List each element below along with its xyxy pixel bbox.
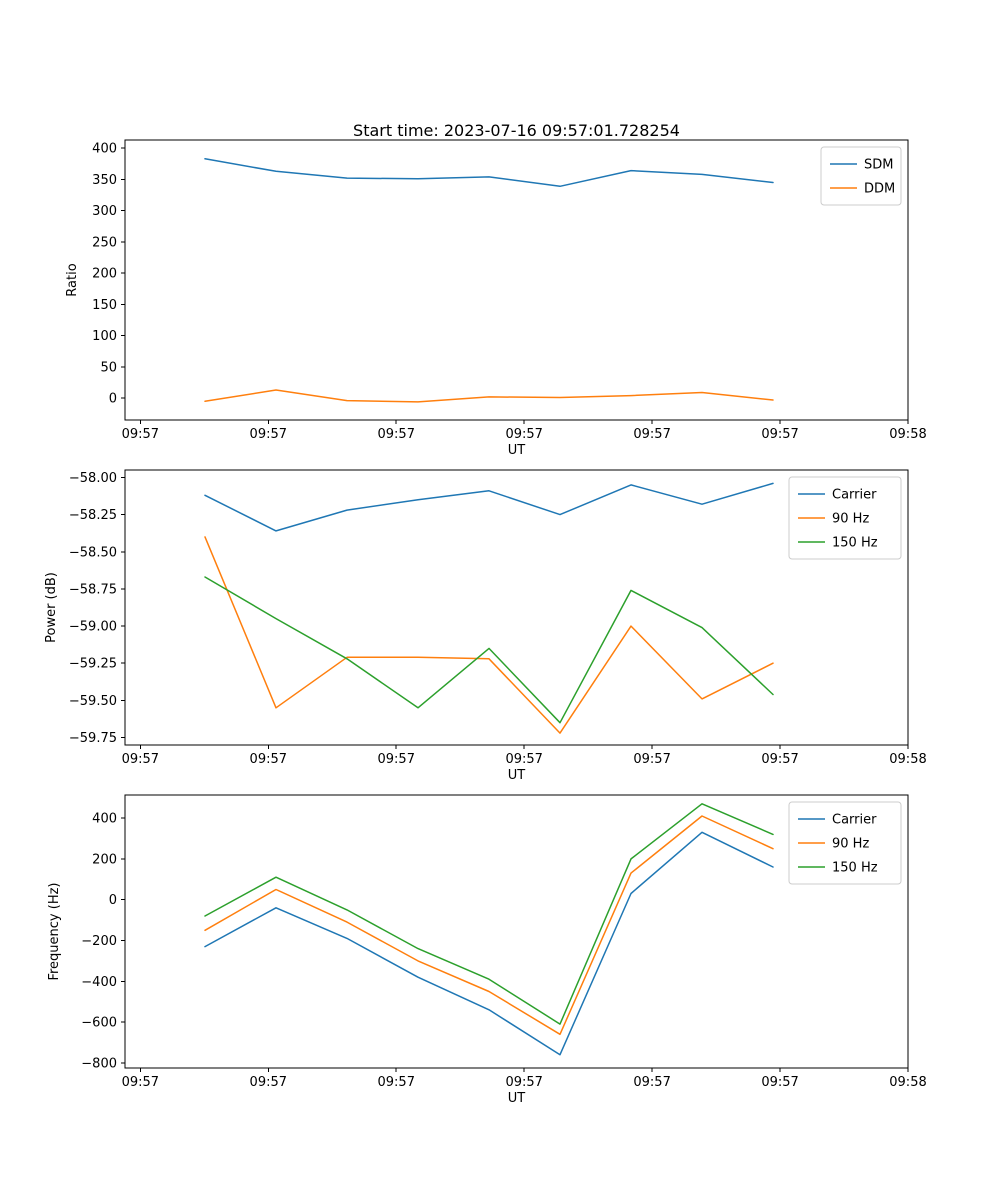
y-tick-label: −400 — [81, 975, 117, 990]
legend-box — [820, 146, 902, 206]
x-tick-label: 09:57 — [378, 427, 415, 442]
y-axis-label: Frequency (Hz) — [47, 882, 62, 980]
y-tick-label: −59.50 — [69, 694, 117, 709]
x-tick-label: 09:57 — [122, 427, 159, 442]
y-tick-label: 150 — [92, 298, 117, 313]
y-tick-label: 300 — [92, 204, 117, 219]
legend-label: 90 Hz — [832, 837, 869, 852]
y-tick-label: 0 — [109, 893, 117, 908]
x-tick-label: 09:57 — [378, 752, 415, 767]
y-axis-label: Ratio — [65, 263, 80, 296]
series-line-sdm — [204, 158, 774, 188]
legend-label: Carrier — [832, 813, 877, 828]
legend-label: 150 Hz — [832, 861, 878, 876]
series-line-ddm — [204, 389, 774, 403]
y-tick-label: −59.00 — [69, 620, 117, 635]
y-tick-label: 200 — [92, 852, 117, 867]
y-tick-label: 400 — [92, 812, 117, 827]
x-tick-label: 09:57 — [122, 1075, 159, 1090]
x-tick-label: 09:57 — [122, 752, 159, 767]
axes-frame — [124, 469, 909, 746]
series-line-carrier — [204, 831, 774, 1056]
x-tick-label: 09:57 — [761, 752, 798, 767]
x-tick-label: 09:58 — [889, 752, 926, 767]
x-tick-label: 09:57 — [505, 427, 542, 442]
x-tick-label: 09:58 — [889, 1075, 926, 1090]
y-tick-label: 200 — [92, 267, 117, 282]
x-tick-label: 09:57 — [633, 427, 670, 442]
legend-label: 150 Hz — [832, 536, 878, 551]
y-tick-label: 100 — [92, 329, 117, 344]
series-line-90-hz — [204, 536, 774, 734]
power-chart-canvas: 09:57 09:57 09:57 09:57 09:57 09:57 09:58 −59.7… — [44, 469, 927, 783]
x-tick-label: 09:57 — [761, 427, 798, 442]
y-tick-label: −200 — [81, 934, 117, 949]
y-tick-label: 50 — [100, 360, 117, 375]
y-tick-label: −58.75 — [69, 582, 117, 597]
frequency-chart: 09:57 09:57 09:57 09:57 09:57 09:57 09:58 −800 −… — [0, 765, 1000, 1140]
legend-label: Carrier — [832, 488, 877, 503]
x-tick-label: 09:57 — [633, 752, 670, 767]
axes-frame — [124, 794, 909, 1069]
x-tick-label: 09:57 — [378, 1075, 415, 1090]
x-tick-label: 09:57 — [761, 1075, 798, 1090]
y-tick-label: −58.50 — [69, 545, 117, 560]
x-tick-label: 09:57 — [250, 427, 287, 442]
x-tick-label: 09:57 — [505, 1075, 542, 1090]
y-tick-label: −59.25 — [69, 657, 117, 672]
x-axis-label: UT — [508, 1091, 526, 1106]
y-tick-label: 250 — [92, 235, 117, 250]
x-tick-label: 09:57 — [633, 1075, 670, 1090]
ratio-chart-canvas: 09:57 09:57 09:57 09:57 09:57 09:57 09:58 0 50 10… — [65, 139, 927, 458]
x-axis-label: UT — [508, 443, 526, 458]
legend-label: 90 Hz — [832, 512, 869, 527]
x-tick-label: 09:57 — [250, 1075, 287, 1090]
y-tick-label: −800 — [81, 1056, 117, 1071]
series-line-150-hz — [204, 576, 774, 724]
x-tick-label: 09:57 — [250, 752, 287, 767]
power-chart: 09:57 09:57 09:57 09:57 09:57 09:57 09:58 −59.7… — [0, 440, 1000, 795]
x-axis-label: UT — [508, 768, 526, 783]
x-tick-label: 09:58 — [889, 427, 926, 442]
x-tick-label: 09:57 — [505, 752, 542, 767]
y-tick-label: 400 — [92, 142, 117, 157]
y-tick-label: −58.25 — [69, 508, 117, 523]
y-tick-label: −59.75 — [69, 731, 117, 746]
ratio-chart: 09:57 09:57 09:57 09:57 09:57 09:57 09:58 0 50 10… — [0, 95, 1000, 470]
legend-label: SDM — [864, 158, 893, 173]
y-tick-label: −600 — [81, 1016, 117, 1031]
legend-label: DDM — [864, 182, 895, 197]
y-axis-label: Power (dB) — [44, 572, 59, 643]
frequency-chart-canvas: 09:57 09:57 09:57 09:57 09:57 09:57 09:58 −800 −… — [47, 794, 927, 1106]
legend-box — [788, 801, 902, 885]
series-line-90-hz — [204, 815, 774, 1036]
y-tick-label: 0 — [109, 392, 117, 407]
series-line-150-hz — [204, 803, 774, 1025]
y-tick-label: −58.00 — [69, 471, 117, 486]
axes-frame — [124, 139, 909, 421]
series-line-carrier — [204, 482, 774, 532]
y-tick-label: 350 — [92, 173, 117, 188]
legend-box — [788, 476, 902, 560]
chart-title: Start time: 2023-07-16 09:57:01.728254 — [353, 121, 680, 140]
